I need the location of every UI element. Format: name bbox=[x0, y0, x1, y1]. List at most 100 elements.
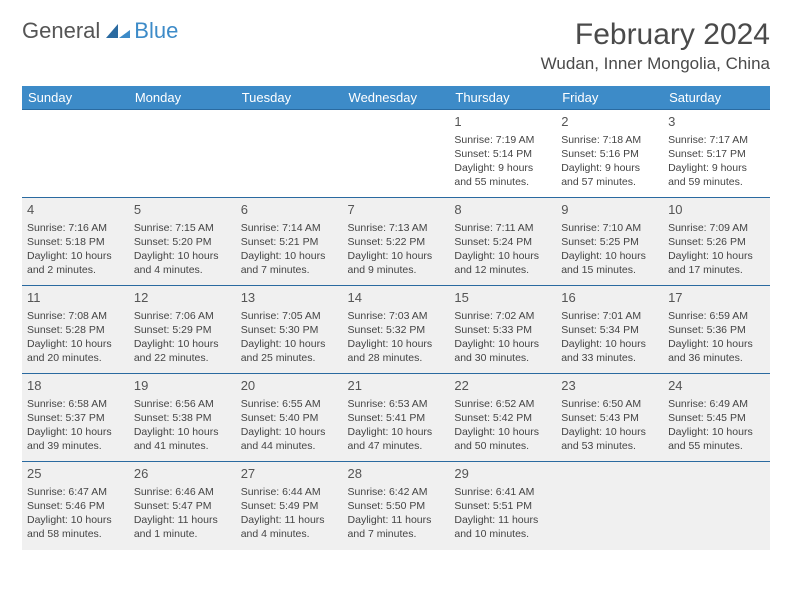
calendar-table: Sunday Monday Tuesday Wednesday Thursday… bbox=[22, 86, 770, 550]
day-detail-line: and 7 minutes. bbox=[241, 263, 338, 277]
day-detail-line: Sunrise: 6:53 AM bbox=[348, 397, 445, 411]
day-cell: 14Sunrise: 7:03 AMSunset: 5:32 PMDayligh… bbox=[343, 286, 450, 374]
day-cell bbox=[236, 110, 343, 198]
day-detail-line: Daylight: 9 hours bbox=[561, 161, 658, 175]
day-detail-line: Sunrise: 6:46 AM bbox=[134, 485, 231, 499]
day-cell: 4Sunrise: 7:16 AMSunset: 5:18 PMDaylight… bbox=[22, 198, 129, 286]
day-detail-line: and 30 minutes. bbox=[454, 351, 551, 365]
day-detail-line: Sunset: 5:37 PM bbox=[27, 411, 124, 425]
weekday-header: Tuesday bbox=[236, 86, 343, 110]
day-detail-line: and 55 minutes. bbox=[668, 439, 765, 453]
day-detail-line: Sunrise: 7:17 AM bbox=[668, 133, 765, 147]
day-number: 18 bbox=[27, 377, 124, 395]
day-cell: 26Sunrise: 6:46 AMSunset: 5:47 PMDayligh… bbox=[129, 462, 236, 550]
logo: General Blue bbox=[22, 18, 178, 44]
day-cell: 16Sunrise: 7:01 AMSunset: 5:34 PMDayligh… bbox=[556, 286, 663, 374]
day-number: 19 bbox=[134, 377, 231, 395]
logo-text-blue: Blue bbox=[134, 18, 178, 44]
day-detail-line: Sunrise: 6:52 AM bbox=[454, 397, 551, 411]
day-cell: 13 Sunrise: 7:05 AMSunset: 5:30 PMDayligh… bbox=[236, 286, 343, 374]
day-number: 17 bbox=[668, 289, 765, 307]
day-detail-line: and 9 minutes. bbox=[348, 263, 445, 277]
day-cell: 3Sunrise: 7:17 AMSunset: 5:17 PMDaylight… bbox=[663, 110, 770, 198]
table-row: 18Sunrise: 6:58 AMSunset: 5:37 PMDayligh… bbox=[22, 374, 770, 462]
day-number: 9 bbox=[561, 201, 658, 219]
day-cell bbox=[556, 462, 663, 550]
day-detail-line: and 20 minutes. bbox=[27, 351, 124, 365]
day-cell bbox=[129, 110, 236, 198]
day-cell: 6Sunrise: 7:14 AMSunset: 5:21 PMDaylight… bbox=[236, 198, 343, 286]
weekday-header: Sunday bbox=[22, 86, 129, 110]
day-detail-line: Daylight: 10 hours bbox=[454, 425, 551, 439]
day-detail-line: Daylight: 10 hours bbox=[241, 249, 338, 263]
day-cell bbox=[22, 110, 129, 198]
page-title: February 2024 bbox=[541, 18, 770, 52]
day-detail-line: Daylight: 10 hours bbox=[348, 337, 445, 351]
day-cell bbox=[343, 110, 450, 198]
day-detail-line: Sunset: 5:30 PM bbox=[241, 323, 338, 337]
day-detail-line: Daylight: 10 hours bbox=[241, 337, 338, 351]
day-detail-line: Sunset: 5:51 PM bbox=[454, 499, 551, 513]
day-detail-line: Daylight: 10 hours bbox=[134, 249, 231, 263]
day-detail-line: Daylight: 10 hours bbox=[348, 249, 445, 263]
day-detail-line: Sunrise: 7:11 AM bbox=[454, 221, 551, 235]
day-cell: 10Sunrise: 7:09 AMSunset: 5:26 PMDayligh… bbox=[663, 198, 770, 286]
logo-text-general: General bbox=[22, 18, 100, 44]
day-detail-line: Sunrise: 6:49 AM bbox=[668, 397, 765, 411]
day-detail-line: Sunset: 5:18 PM bbox=[27, 235, 124, 249]
table-row: 4Sunrise: 7:16 AMSunset: 5:18 PMDaylight… bbox=[22, 198, 770, 286]
day-detail-line: Sunrise: 7:18 AM bbox=[561, 133, 658, 147]
day-number: 14 bbox=[348, 289, 445, 307]
day-cell: 29Sunrise: 6:41 AMSunset: 5:51 PMDayligh… bbox=[449, 462, 556, 550]
day-cell: 28Sunrise: 6:42 AMSunset: 5:50 PMDayligh… bbox=[343, 462, 450, 550]
logo-sail-icon bbox=[104, 22, 132, 40]
day-detail-line: Daylight: 10 hours bbox=[561, 425, 658, 439]
day-detail-line: Sunset: 5:40 PM bbox=[241, 411, 338, 425]
day-detail-line: Sunrise: 7:05 AM bbox=[241, 309, 338, 323]
day-cell: 23Sunrise: 6:50 AMSunset: 5:43 PMDayligh… bbox=[556, 374, 663, 462]
day-detail-line: Sunrise: 6:42 AM bbox=[348, 485, 445, 499]
day-detail-line: Sunset: 5:28 PM bbox=[27, 323, 124, 337]
day-number: 13 bbox=[241, 289, 338, 307]
day-cell: 1Sunrise: 7:19 AMSunset: 5:14 PMDaylight… bbox=[449, 110, 556, 198]
day-detail-line: Sunset: 5:24 PM bbox=[454, 235, 551, 249]
day-number: 8 bbox=[454, 201, 551, 219]
day-detail-line: and 59 minutes. bbox=[668, 175, 765, 189]
day-detail-line: Daylight: 11 hours bbox=[241, 513, 338, 527]
day-cell: 21Sunrise: 6:53 AMSunset: 5:41 PMDayligh… bbox=[343, 374, 450, 462]
day-number: 26 bbox=[134, 465, 231, 483]
day-cell: 22Sunrise: 6:52 AMSunset: 5:42 PMDayligh… bbox=[449, 374, 556, 462]
day-detail-line: and 50 minutes. bbox=[454, 439, 551, 453]
day-detail-line: Daylight: 10 hours bbox=[134, 425, 231, 439]
day-cell: 5Sunrise: 7:15 AMSunset: 5:20 PMDaylight… bbox=[129, 198, 236, 286]
day-detail-line: Sunrise: 6:41 AM bbox=[454, 485, 551, 499]
day-detail-line: and 28 minutes. bbox=[348, 351, 445, 365]
day-detail-line: and 47 minutes. bbox=[348, 439, 445, 453]
day-number: 12 bbox=[134, 289, 231, 307]
day-detail-line: Daylight: 10 hours bbox=[348, 425, 445, 439]
day-detail-line: and 58 minutes. bbox=[27, 527, 124, 541]
day-detail-line: Sunrise: 6:47 AM bbox=[27, 485, 124, 499]
day-detail-line: Sunset: 5:20 PM bbox=[134, 235, 231, 249]
day-cell: 24Sunrise: 6:49 AMSunset: 5:45 PMDayligh… bbox=[663, 374, 770, 462]
day-detail-line: Sunset: 5:43 PM bbox=[561, 411, 658, 425]
day-detail-line: Sunset: 5:34 PM bbox=[561, 323, 658, 337]
day-cell: 8 Sunrise: 7:11 AMSunset: 5:24 PMDaylight… bbox=[449, 198, 556, 286]
day-detail-line: Daylight: 10 hours bbox=[561, 249, 658, 263]
day-detail-line: Daylight: 10 hours bbox=[27, 249, 124, 263]
day-detail-line: Sunset: 5:25 PM bbox=[561, 235, 658, 249]
day-cell: 12Sunrise: 7:06 AMSunset: 5:29 PMDayligh… bbox=[129, 286, 236, 374]
day-detail-line: Daylight: 10 hours bbox=[134, 337, 231, 351]
day-detail-line: Sunrise: 7:13 AM bbox=[348, 221, 445, 235]
day-detail-line: and 22 minutes. bbox=[134, 351, 231, 365]
day-detail-line: Daylight: 11 hours bbox=[454, 513, 551, 527]
day-detail-line: Sunset: 5:47 PM bbox=[134, 499, 231, 513]
day-detail-line: Sunset: 5:36 PM bbox=[668, 323, 765, 337]
day-cell: 27Sunrise: 6:44 AMSunset: 5:49 PMDayligh… bbox=[236, 462, 343, 550]
day-detail-line: Sunset: 5:33 PM bbox=[454, 323, 551, 337]
day-number: 20 bbox=[241, 377, 338, 395]
day-detail-line: Sunset: 5:29 PM bbox=[134, 323, 231, 337]
day-cell: 7Sunrise: 7:13 AMSunset: 5:22 PMDaylight… bbox=[343, 198, 450, 286]
day-detail-line: Daylight: 10 hours bbox=[454, 249, 551, 263]
day-detail-line: and 12 minutes. bbox=[454, 263, 551, 277]
